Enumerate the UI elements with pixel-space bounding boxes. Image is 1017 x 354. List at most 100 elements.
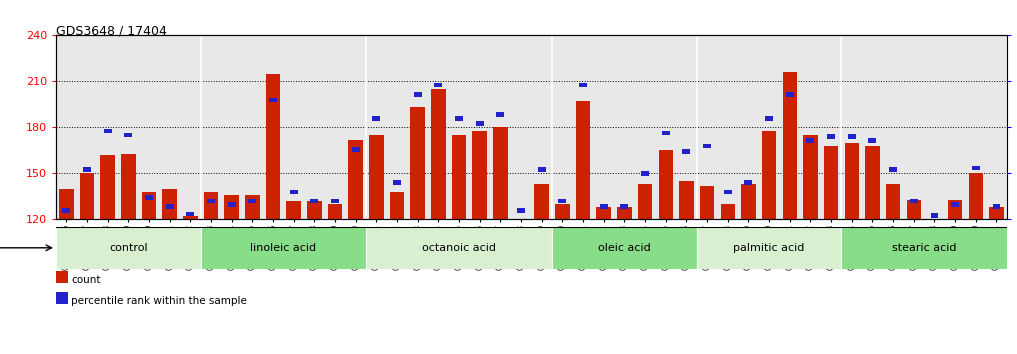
Bar: [700, 186, 714, 219]
Bar: [579, 83, 587, 87]
Bar: [641, 171, 649, 176]
Bar: [225, 195, 239, 219]
Bar: [765, 116, 773, 120]
Bar: [827, 134, 835, 139]
Bar: [659, 150, 673, 219]
Bar: [786, 92, 793, 97]
Bar: [844, 143, 859, 219]
Bar: [600, 204, 608, 209]
Bar: [145, 195, 153, 200]
Bar: [352, 147, 360, 152]
Text: oleic acid: oleic acid: [598, 243, 651, 253]
Bar: [166, 204, 174, 209]
Bar: [207, 199, 215, 203]
Bar: [869, 138, 877, 143]
Bar: [59, 189, 73, 219]
Bar: [83, 167, 91, 172]
Bar: [906, 200, 921, 219]
Bar: [270, 98, 277, 102]
Bar: [558, 199, 566, 203]
Bar: [889, 167, 897, 172]
Bar: [265, 74, 281, 219]
Bar: [349, 140, 363, 219]
Bar: [228, 202, 236, 207]
Bar: [393, 181, 401, 185]
Text: control: control: [109, 243, 147, 253]
Bar: [806, 138, 815, 143]
Bar: [638, 184, 652, 219]
Bar: [824, 146, 838, 219]
Bar: [703, 144, 711, 148]
Bar: [203, 192, 219, 219]
Bar: [455, 116, 463, 120]
Bar: [496, 112, 504, 117]
Bar: [782, 72, 797, 219]
Bar: [62, 208, 70, 212]
Bar: [141, 192, 157, 219]
Bar: [290, 190, 298, 194]
Bar: [552, 227, 697, 269]
Bar: [493, 127, 507, 219]
Bar: [741, 184, 756, 219]
Bar: [287, 201, 301, 219]
Bar: [886, 184, 900, 219]
Bar: [720, 204, 735, 219]
Bar: [697, 227, 841, 269]
Bar: [411, 108, 425, 219]
Bar: [104, 129, 112, 133]
Bar: [803, 135, 818, 219]
Bar: [245, 195, 259, 219]
Bar: [865, 146, 880, 219]
Bar: [366, 227, 552, 269]
Bar: [620, 204, 629, 209]
Bar: [744, 181, 753, 185]
Bar: [724, 190, 732, 194]
Bar: [972, 166, 979, 170]
Bar: [434, 83, 442, 87]
Text: percentile rank within the sample: percentile rank within the sample: [71, 296, 247, 306]
Text: count: count: [71, 275, 101, 285]
Bar: [910, 199, 917, 203]
Bar: [597, 207, 611, 219]
Bar: [121, 154, 135, 219]
Text: stearic acid: stearic acid: [892, 243, 956, 253]
Bar: [476, 121, 484, 126]
Bar: [538, 167, 546, 172]
Bar: [990, 207, 1004, 219]
Bar: [762, 131, 776, 219]
Bar: [183, 216, 197, 219]
Bar: [555, 204, 570, 219]
Bar: [993, 204, 1001, 209]
Bar: [576, 101, 590, 219]
Bar: [327, 204, 343, 219]
Bar: [414, 92, 422, 97]
Bar: [848, 134, 855, 139]
Bar: [431, 89, 445, 219]
Bar: [617, 207, 632, 219]
Text: palmitic acid: palmitic acid: [733, 243, 804, 253]
Bar: [200, 227, 366, 269]
Bar: [535, 184, 549, 219]
Bar: [124, 132, 132, 137]
Bar: [369, 135, 383, 219]
Bar: [310, 199, 318, 203]
Bar: [968, 173, 983, 219]
Bar: [101, 155, 115, 219]
Bar: [931, 213, 939, 218]
Bar: [186, 212, 194, 216]
Bar: [679, 181, 694, 219]
Bar: [372, 116, 380, 120]
Bar: [517, 208, 525, 212]
Text: octanoic acid: octanoic acid: [422, 243, 496, 253]
Bar: [948, 200, 962, 219]
Bar: [307, 201, 321, 219]
Bar: [682, 149, 691, 154]
Text: GDS3648 / 17404: GDS3648 / 17404: [56, 25, 167, 38]
Bar: [79, 173, 95, 219]
Bar: [56, 227, 200, 269]
Bar: [163, 189, 177, 219]
Bar: [841, 227, 1007, 269]
Bar: [662, 131, 670, 135]
Bar: [928, 219, 942, 223]
Bar: [951, 202, 959, 207]
